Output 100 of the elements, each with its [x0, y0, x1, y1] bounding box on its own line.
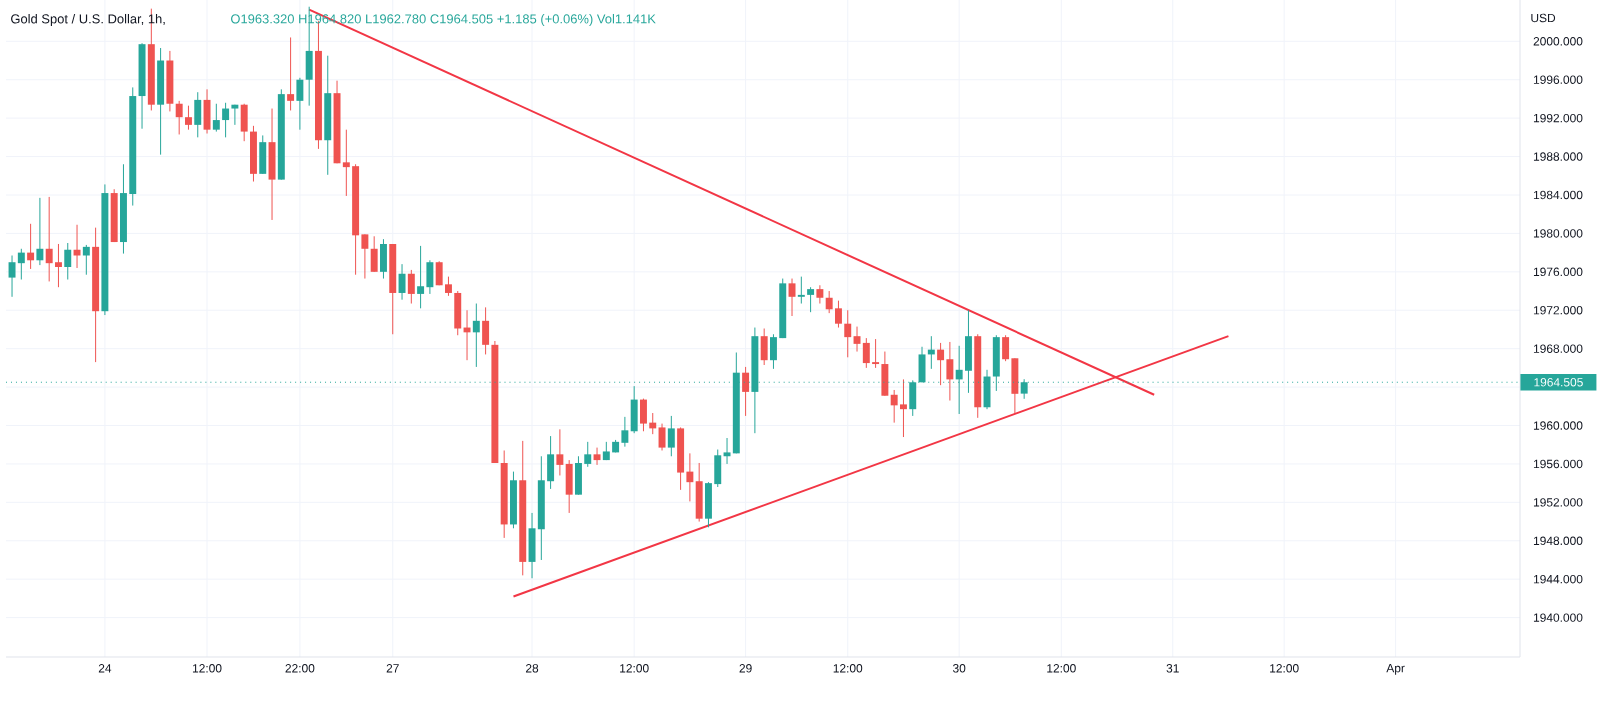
candlestick [249, 125, 257, 183]
x-tick-label: 12:00 [1047, 664, 1076, 673]
y-tick-label: 1976.000 [1533, 267, 1583, 277]
y-tick-label: 1988.000 [1533, 152, 1583, 161]
candlestick [742, 366, 750, 417]
candlestick [872, 338, 880, 369]
candlestick [714, 449, 722, 488]
x-tick-label: 24 [98, 664, 112, 673]
candlestick [212, 103, 220, 133]
candlestick [630, 385, 638, 434]
y-tick-label: 1992.000 [1533, 113, 1583, 123]
candlestick [519, 440, 527, 576]
y-tick-label: 1944.000 [1533, 574, 1583, 584]
x-tick-label: 12:00 [192, 664, 222, 673]
candlestick [398, 263, 406, 301]
candlestick [296, 77, 304, 131]
candlestick [482, 306, 490, 355]
candlestick [45, 196, 53, 282]
x-tick-label: 31 [1166, 664, 1179, 673]
candlestick [574, 455, 582, 496]
y-tick-label: 1960.000 [1533, 421, 1583, 430]
candlestick [704, 481, 712, 528]
y-tick-label: 1948.000 [1533, 536, 1583, 546]
candlestick [240, 103, 248, 142]
candlestick [64, 242, 72, 281]
candlestick [639, 398, 647, 432]
candlestick [110, 188, 118, 243]
candlestick [760, 328, 768, 366]
y-tick-label: 1996.000 [1533, 75, 1583, 84]
x-tick-label: 30 [952, 664, 966, 673]
candlestick [974, 333, 982, 419]
y-tick-label: 1984.000 [1533, 190, 1583, 200]
candlestick [426, 259, 434, 295]
y-tick-label: 1956.000 [1533, 459, 1583, 469]
candlestick [565, 459, 573, 514]
candlestick [82, 244, 90, 276]
candlestick [584, 441, 592, 468]
candlestick [203, 88, 211, 135]
x-tick-label: 12:00 [1270, 664, 1299, 673]
candlestick [779, 278, 787, 339]
y-axis-title: USD [1531, 13, 1556, 23]
candlestick [138, 42, 146, 130]
x-tick-label: 12:00 [620, 664, 649, 673]
candlestick [547, 435, 555, 490]
candlestick [92, 227, 100, 363]
candlestick [853, 326, 861, 353]
x-tick-label: 27 [386, 664, 399, 673]
candlestick [621, 416, 629, 448]
candlestick [946, 341, 954, 402]
x-tick-label: 12:00 [833, 664, 863, 673]
candlestick [769, 333, 777, 370]
candlestick [129, 86, 137, 207]
candlestick [797, 276, 805, 305]
candlestick [157, 47, 165, 156]
candlestick [342, 129, 350, 197]
candlestick [287, 36, 295, 111]
candlestick [435, 260, 443, 286]
candlestick [389, 243, 397, 335]
x-tick-label: Apr [1386, 664, 1405, 675]
y-tick-label: 1972.000 [1533, 306, 1583, 315]
candlestick [370, 235, 378, 273]
candlestick [379, 238, 387, 280]
candlestick [333, 80, 341, 164]
candlestick [407, 269, 415, 305]
candlestick [890, 389, 898, 424]
candlestick [454, 290, 462, 336]
ref-line-label: 1964.505 [1534, 378, 1583, 387]
candlestick [324, 55, 332, 176]
candlestick [231, 104, 239, 126]
candlestick [417, 245, 425, 309]
candlestick [352, 163, 360, 276]
x-tick-label: 28 [525, 664, 539, 673]
candlestick [686, 452, 694, 502]
candlestick [667, 415, 675, 457]
candlestick [1002, 334, 1010, 362]
candlestick [862, 337, 870, 369]
candlestick [509, 471, 517, 529]
y-tick-label: 1952.000 [1533, 498, 1583, 507]
candlestick [816, 284, 824, 305]
candlestick [119, 163, 127, 255]
candlestick [528, 512, 536, 579]
y-tick-label: 2000.000 [1533, 37, 1583, 46]
candlestick [937, 342, 945, 386]
candlestick [175, 100, 183, 135]
candlestick [834, 300, 842, 329]
candlestick [723, 437, 731, 465]
y-tick-label: 1980.000 [1533, 229, 1583, 238]
candlestick [556, 428, 564, 476]
candlestick [593, 447, 601, 466]
candlestick [361, 233, 369, 280]
candlestick [788, 278, 796, 317]
x-tick-label: 22:00 [285, 664, 315, 673]
candlestick [194, 91, 202, 138]
candlestick [537, 455, 545, 561]
candlestick [677, 426, 685, 491]
candlestick [1011, 357, 1019, 414]
candlestick [8, 255, 16, 298]
candlestick [825, 290, 833, 314]
candlestick [807, 286, 815, 313]
candlestick [73, 224, 81, 269]
